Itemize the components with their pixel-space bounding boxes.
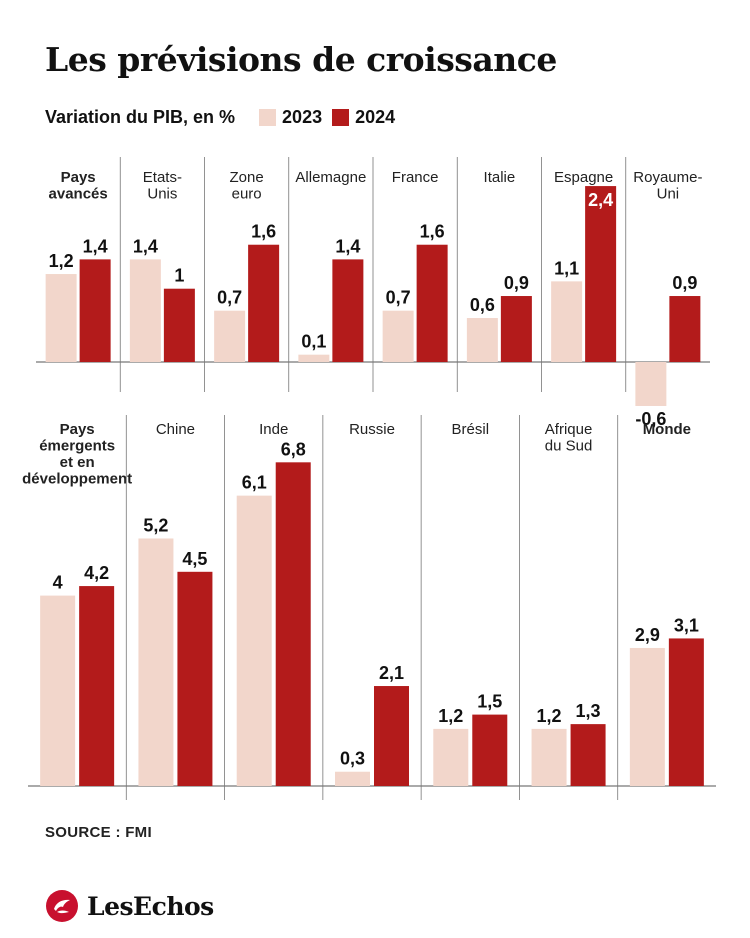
data-label: 1,2 — [438, 706, 463, 726]
data-label: 5,2 — [143, 515, 168, 535]
echos-logo-icon — [46, 890, 78, 922]
data-label: 4,2 — [84, 563, 109, 583]
data-label: 0,9 — [504, 273, 529, 293]
legend-label-2024: 2024 — [355, 106, 396, 127]
bar-2024 — [585, 186, 617, 362]
data-label: 1,6 — [420, 222, 445, 242]
bar-2024 — [79, 259, 111, 362]
bar-2024 — [668, 638, 704, 786]
category-label: Pays émergents et en développement — [22, 421, 132, 488]
legend-swatch-2023 — [259, 108, 277, 126]
data-label: 1,4 — [83, 236, 108, 256]
category-label: Italie — [484, 169, 516, 186]
legend-swatch-2024 — [332, 108, 350, 126]
data-label: 2,4 — [588, 190, 613, 210]
category-label: Zone euro — [230, 169, 264, 203]
category-label: Monde — [643, 421, 691, 438]
bar-2023 — [382, 310, 414, 362]
category-label: Pays avancés — [49, 169, 108, 203]
bar-2023 — [551, 281, 583, 362]
data-label: 1,2 — [49, 251, 74, 271]
bar-2024 — [332, 259, 364, 362]
data-label: 6,1 — [242, 473, 267, 493]
legend-subtitle: Variation du PIB, en % — [45, 106, 236, 127]
data-label: 1,4 — [335, 236, 360, 256]
category-label: Espagne — [554, 169, 613, 186]
data-label: 6,8 — [281, 439, 306, 459]
chart-title: Les prévisions de croissance — [45, 40, 557, 79]
data-label: 4,5 — [182, 549, 207, 569]
data-label: 0,3 — [340, 749, 365, 769]
data-label: 0,7 — [217, 288, 242, 308]
bar-2024 — [177, 571, 213, 786]
bar-2024 — [163, 288, 195, 362]
bar-2023 — [335, 771, 370, 786]
bar-2023 — [629, 647, 665, 786]
bar-2023 — [635, 362, 667, 406]
bar-2024 — [416, 244, 448, 362]
data-label: 1,2 — [537, 706, 562, 726]
bar-2024 — [248, 244, 280, 362]
bar-2023 — [298, 354, 330, 362]
brand-logo: LesEchos — [45, 888, 214, 924]
category-label: Afrique du Sud — [545, 421, 593, 455]
bar-2024 — [472, 714, 508, 786]
data-label: 1,1 — [554, 258, 579, 278]
data-label: 1,5 — [477, 692, 502, 712]
category-label: Etats-Unis — [143, 169, 182, 203]
bar-2024 — [275, 462, 311, 786]
bar-2023 — [531, 728, 567, 786]
source-note: SOURCE : FMI — [45, 824, 152, 841]
data-label: 1,4 — [133, 236, 158, 256]
legend-label-2023: 2023 — [282, 106, 323, 127]
data-label: 1,6 — [251, 222, 276, 242]
data-label: 0,1 — [301, 332, 326, 352]
bar-2024 — [570, 724, 606, 786]
bar-2023 — [40, 595, 76, 786]
data-label: 0,6 — [470, 295, 495, 315]
data-label: 3,1 — [674, 615, 699, 635]
bar-2023 — [236, 495, 272, 786]
bar-2023 — [45, 274, 77, 362]
data-label: 0,9 — [672, 273, 697, 293]
category-label: Russie — [349, 421, 395, 438]
category-label: Brésil — [452, 421, 490, 438]
bar-2024 — [79, 586, 115, 786]
bar-2023 — [129, 259, 161, 362]
bar-2024 — [374, 686, 409, 786]
bar-2024 — [669, 296, 701, 362]
category-label: Allemagne — [295, 169, 366, 186]
category-label: France — [392, 169, 439, 186]
data-label: 2,1 — [379, 663, 404, 683]
data-label: 0,7 — [386, 288, 411, 308]
bar-2023 — [138, 538, 174, 786]
data-label: 1,3 — [576, 701, 601, 721]
data-label: 1 — [174, 266, 184, 286]
data-label: -0,6 — [635, 409, 666, 429]
data-label: 2,9 — [635, 625, 660, 645]
brand-name: LesEchos — [87, 891, 214, 921]
bar-2023 — [433, 728, 469, 786]
category-label: Inde — [259, 421, 288, 438]
category-label: Royaume-Uni — [633, 169, 702, 203]
category-label: Chine — [156, 421, 195, 438]
legend: Variation du PIB, en % 2023 2024 — [45, 106, 405, 128]
bar-2024 — [500, 296, 532, 362]
bar-2023 — [214, 310, 246, 362]
bar-2023 — [466, 318, 498, 362]
data-label: 4 — [53, 573, 63, 593]
